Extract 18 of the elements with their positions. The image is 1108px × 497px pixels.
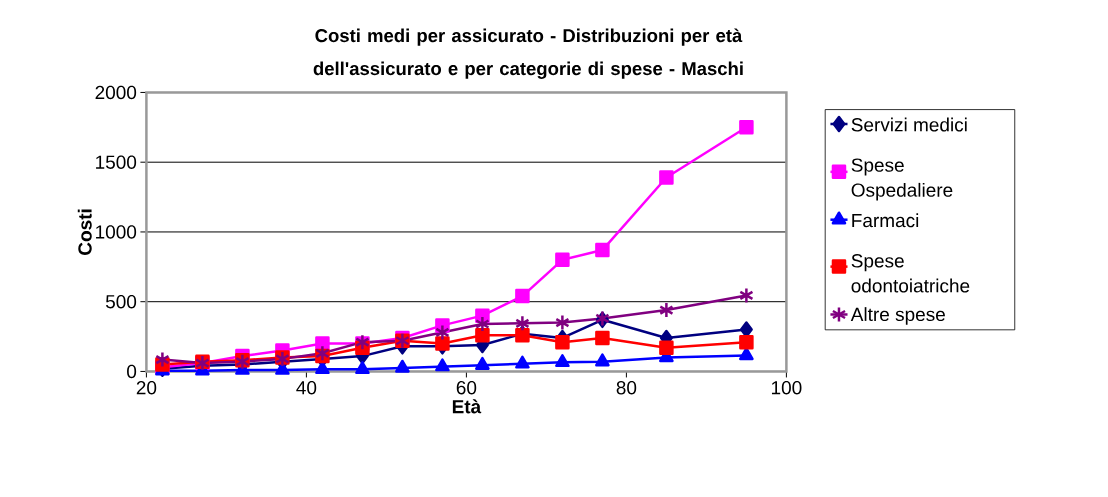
x-tick-label: 60 — [456, 380, 477, 395]
y-axis-title: Costi — [77, 209, 92, 255]
legend-label: Servizi medici — [851, 117, 967, 132]
y-tick-label: 500 — [105, 294, 137, 309]
x-tick-label: 20 — [136, 380, 157, 395]
x-tick-label: 80 — [616, 380, 637, 395]
legend-label: Spese Ospedaliere — [851, 158, 953, 201]
legend-label: Altre spese — [850, 307, 945, 325]
chart-title: Costi medi per assicurato - Distribuzioni per età dell'assicurato e per categorie di spese - Maschi — [313, 28, 743, 79]
y-tick-label: 1000 — [96, 225, 137, 239]
y-tick-label: 2000 — [95, 85, 137, 100]
x-tick-label: 100 — [771, 380, 802, 395]
x-tick-label: 40 — [296, 380, 317, 395]
y-tick-label: 0 — [127, 364, 137, 379]
x-axis-title: Età — [452, 399, 482, 414]
legend-label: Farmaci — [852, 213, 919, 228]
y-tick-label: 1500 — [96, 155, 137, 169]
legend-label: Spese odontoiatriche — [851, 254, 970, 293]
